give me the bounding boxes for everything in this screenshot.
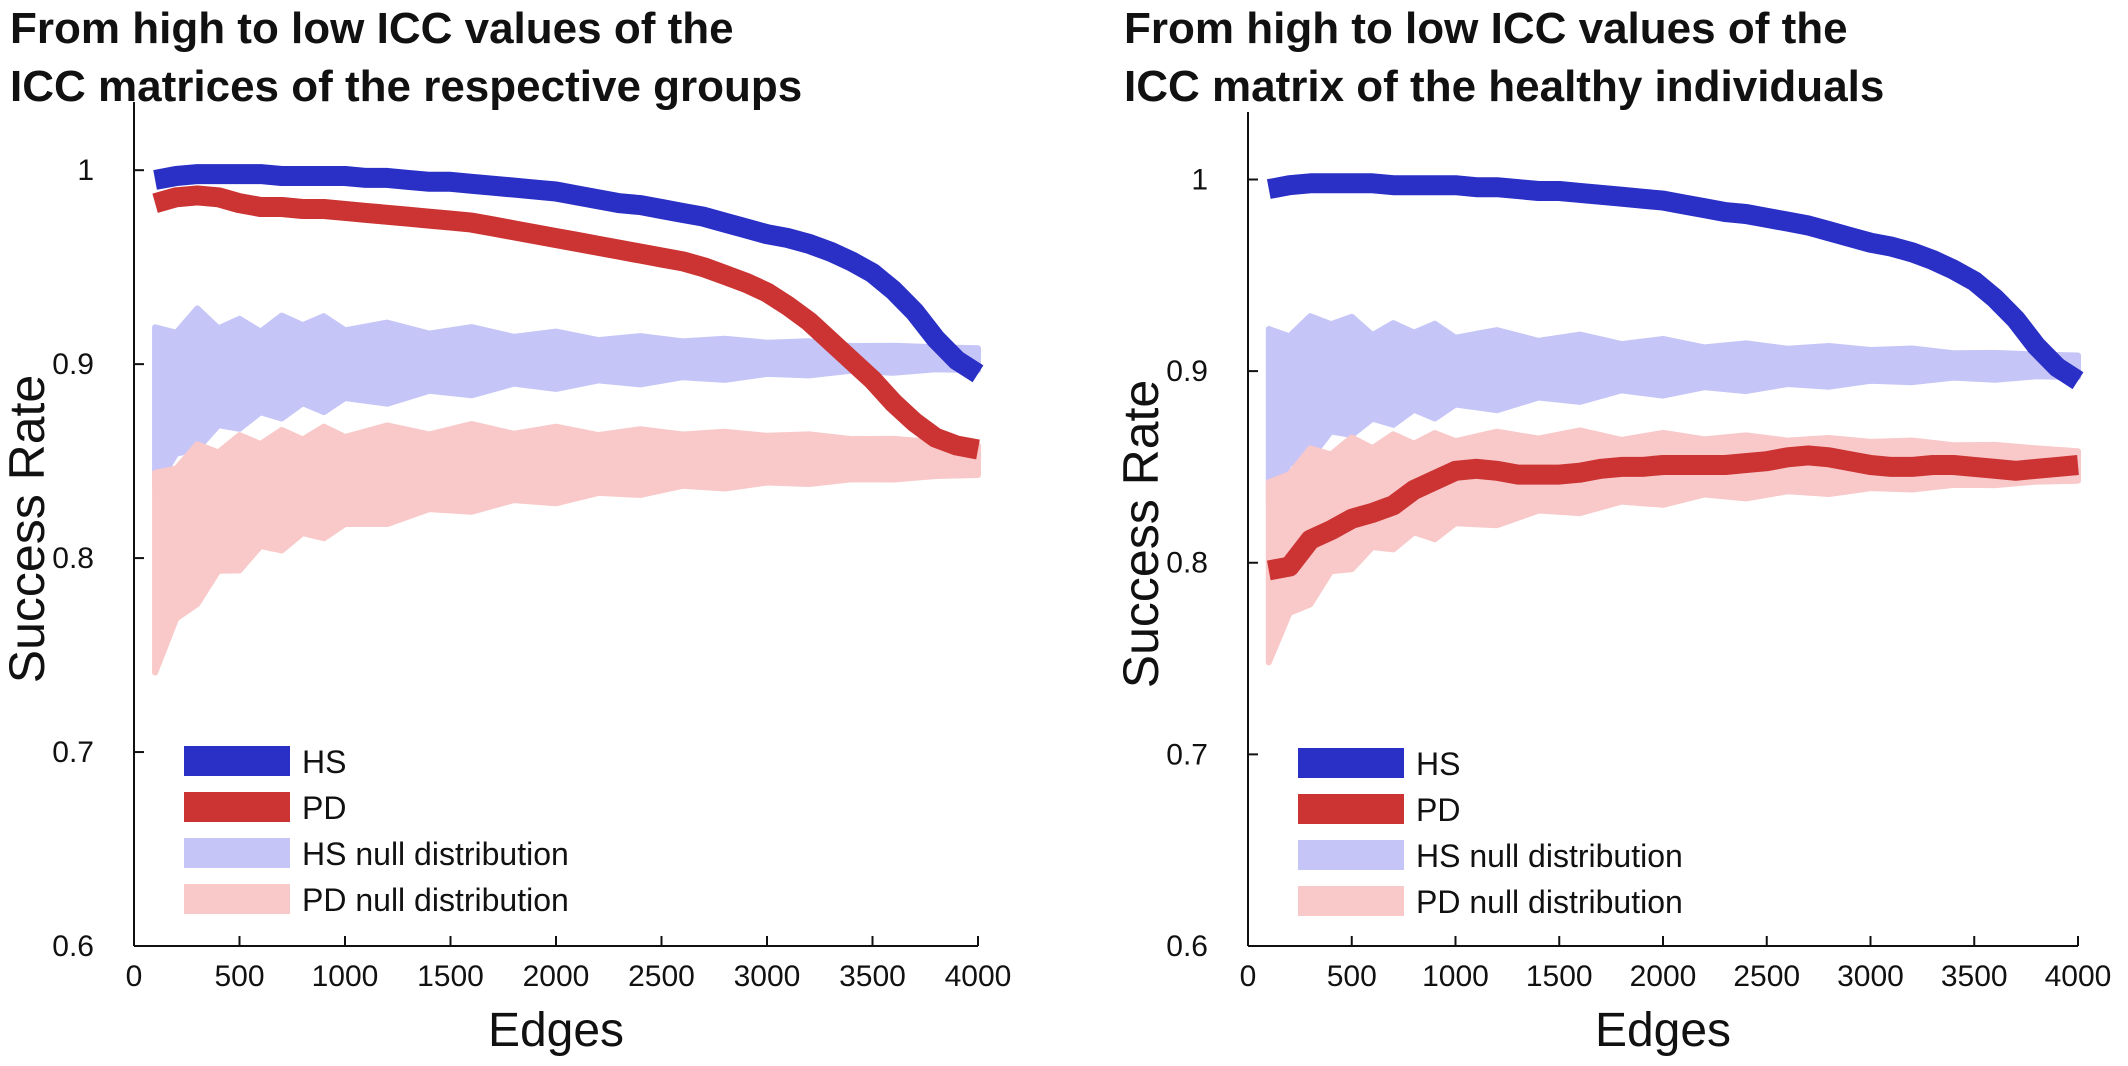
- left-legend-swatch-pd: [184, 792, 290, 822]
- right-series-pd-line: [1266, 445, 2079, 581]
- right-x-tick-label: 0: [1240, 960, 1257, 993]
- right-x-tick-label: 2500: [1733, 960, 1800, 993]
- right-x-tick-label: 2000: [1630, 960, 1697, 993]
- left-x-axis-label: Edges: [488, 1004, 624, 1057]
- right-x-tick-label: 3500: [1941, 960, 2008, 993]
- left-y-tick-label: 0.7: [52, 736, 94, 769]
- right-y-tick-label: 0.6: [1166, 930, 1208, 963]
- left-x-tick-label: 1000: [312, 960, 379, 993]
- right-x-axis-label: Edges: [1595, 1004, 1731, 1057]
- right-legend-swatch-pd: [1298, 794, 1404, 824]
- right-legend-label-hs: HS: [1416, 746, 1460, 782]
- right-legend: HS PD HS null distribution PD null distribu…: [1298, 746, 1683, 920]
- left-series-pd-line: [152, 185, 980, 460]
- right-x-tick-label: 1000: [1422, 960, 1489, 993]
- right-y-tick-label: 0.9: [1166, 355, 1208, 388]
- left-y-tick-label: 0.6: [52, 930, 94, 963]
- left-y-tick-label: 1: [77, 154, 94, 187]
- left-chart-title-line-1: From high to low ICC values of the: [10, 4, 734, 53]
- right-chart-panel: From high to low ICC values of the ICC m…: [1114, 0, 2128, 1066]
- left-x-tick-label: 2000: [523, 960, 590, 993]
- right-legend-swatch-hs-null-distribution: [1298, 840, 1404, 870]
- left-x-tick-label: 3000: [734, 960, 801, 993]
- left-y-tick-label: 0.8: [52, 542, 94, 575]
- left-legend-swatch-hs: [184, 746, 290, 776]
- right-series-hs-line: [1266, 173, 2084, 390]
- left-legend: HS PD HS null distribution PD null distribu…: [184, 744, 569, 918]
- left-legend-label-hs-null-distribution: HS null distribution: [302, 836, 569, 872]
- right-chart-plot: 0 500 1000 1500 2000 2500 3000 3500 4000 0.6 0.7 0.…: [1114, 112, 2112, 1057]
- right-x-tick-label: 500: [1327, 960, 1377, 993]
- left-chart-title-line-2: ICC matrices of the respective groups: [10, 62, 803, 111]
- left-legend-swatch-pd-null-distribution: [184, 884, 290, 914]
- left-legend-swatch-hs-null-distribution: [184, 838, 290, 868]
- right-chart-title-line-1: From high to low ICC values of the: [1124, 4, 1848, 53]
- right-x-tick-label: 4000: [2045, 960, 2112, 993]
- left-y-axis-label: Success Rate: [0, 375, 55, 683]
- left-x-tick-label: 4000: [945, 960, 1012, 993]
- right-chart-title-line-2: ICC matrix of the healthy individuals: [1124, 62, 1885, 111]
- right-legend-label-pd: PD: [1416, 792, 1460, 828]
- right-legend-label-pd-null-distribution: PD null distribution: [1416, 884, 1683, 920]
- right-legend-swatch-hs: [1298, 748, 1404, 778]
- right-y-tick-label: 1: [1191, 163, 1208, 196]
- left-legend-label-pd: PD: [302, 790, 346, 826]
- left-y-tick-label: 0.9: [52, 348, 94, 381]
- left-legend-label-hs: HS: [302, 744, 346, 780]
- right-series-pd-null-distribution-band: [1265, 427, 2081, 666]
- left-x-tick-label: 500: [214, 960, 264, 993]
- left-series-pd-null-distribution-band: [152, 421, 981, 676]
- right-y-tick-label: 0.8: [1166, 547, 1208, 580]
- right-chart-title: From high to low ICC values of the ICC m…: [1124, 0, 2128, 116]
- right-y-axis-label: Success Rate: [1114, 380, 1169, 688]
- left-x-tick-label: 1500: [417, 960, 484, 993]
- left-series-hs-line: [153, 164, 984, 383]
- left-chart-plot: 0 500 1000 1500 2000 2500 3000 3500 4000 0.6 0.7 0.…: [0, 102, 1012, 1057]
- right-legend-swatch-pd-null-distribution: [1298, 886, 1404, 916]
- right-legend-label-hs-null-distribution: HS null distribution: [1416, 838, 1683, 874]
- left-legend-label-pd-null-distribution: PD null distribution: [302, 882, 569, 918]
- right-x-tick-label: 3000: [1837, 960, 1904, 993]
- right-x-tick-label: 1500: [1526, 960, 1593, 993]
- left-x-tick-label: 2500: [628, 960, 695, 993]
- right-y-tick-label: 0.7: [1166, 738, 1208, 771]
- left-x-tick-label: 0: [126, 960, 143, 993]
- left-chart-panel: From high to low ICC values of the ICC m…: [0, 0, 1060, 1057]
- left-x-tick-label: 3500: [839, 960, 906, 993]
- left-chart-title: From high to low ICC values of the ICC m…: [10, 0, 1060, 116]
